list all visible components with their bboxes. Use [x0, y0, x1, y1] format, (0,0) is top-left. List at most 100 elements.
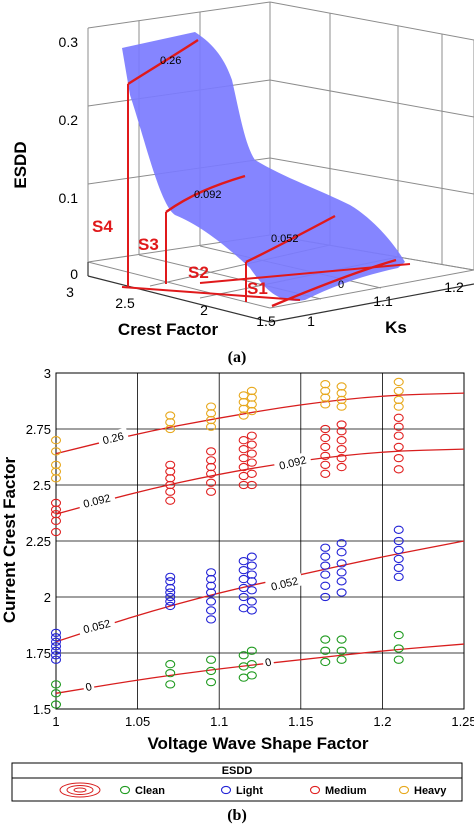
data-point-medium: [320, 460, 331, 469]
data-point-medium: [393, 465, 404, 474]
contour-label-bg: [265, 572, 304, 594]
data-point-clean: [50, 689, 62, 698]
data-point-clean: [393, 644, 404, 653]
x-tick: 3: [66, 284, 74, 300]
contour-label: 0: [84, 681, 93, 694]
x-tick-label: 1.25: [451, 714, 474, 729]
legend-marker-light: [220, 785, 232, 795]
data-point-light: [393, 525, 404, 534]
contour-line: [55, 643, 465, 694]
data-point-light: [165, 601, 176, 611]
x-tick-label: 1.15: [288, 714, 313, 729]
data-point-light: [246, 552, 257, 561]
data-point-light: [336, 548, 347, 557]
y-tick-label: 1.5: [33, 702, 51, 717]
data-point-medium: [246, 469, 257, 478]
data-point-light: [246, 606, 257, 615]
data-point-light: [320, 592, 331, 602]
data-point-medium: [246, 440, 257, 449]
z-tick: 0.3: [59, 34, 79, 50]
data-point-clean: [320, 657, 331, 667]
y-tick-label: 2.25: [26, 534, 51, 549]
data-point-medium: [393, 422, 404, 431]
data-point-medium: [238, 445, 249, 454]
data-point-clean: [205, 677, 217, 687]
y-tick-label: 2.75: [26, 422, 51, 437]
data-point-heavy: [165, 411, 176, 420]
data-point-light: [205, 606, 217, 615]
data-point-light: [320, 581, 331, 590]
data-point-light: [238, 592, 249, 602]
data-point-heavy: [50, 436, 62, 445]
data-point-light: [205, 615, 217, 624]
data-points: [50, 377, 404, 709]
data-point-light: [50, 655, 62, 664]
data-point-light: [246, 561, 257, 570]
data-point-medium: [238, 462, 249, 472]
data-point-heavy: [320, 380, 331, 389]
legend-marker-medium: [309, 785, 321, 795]
legend-marker-clean: [119, 785, 131, 795]
data-point-medium: [238, 453, 249, 463]
ks-tick: 1: [307, 313, 315, 329]
data-point-medium: [246, 458, 257, 467]
contour-label-bg: [77, 489, 116, 511]
legend-marker-heavy: [398, 785, 410, 795]
x-axis-label-b: Voltage Wave Shape Factor: [147, 734, 368, 753]
data-point-medium: [238, 480, 249, 490]
data-point-medium: [320, 442, 331, 452]
data-point-medium: [246, 431, 257, 440]
data-point-medium: [238, 436, 249, 445]
data-point-light: [50, 637, 62, 646]
data-point-medium: [50, 527, 62, 537]
y-tick-label: 1.75: [26, 646, 51, 661]
data-point-light: [50, 633, 62, 642]
data-point-medium: [205, 478, 217, 487]
data-point-light: [320, 561, 331, 570]
data-point-light: [393, 554, 404, 564]
esdd-surface: [122, 32, 405, 301]
data-point-medium: [320, 451, 331, 461]
y-tick-label: 3: [44, 366, 51, 381]
legend-label-medium: Medium: [325, 785, 367, 797]
data-point-clean: [336, 646, 347, 655]
data-point-clean: [320, 646, 331, 655]
data-point-medium: [50, 498, 62, 508]
data-point-light: [205, 568, 217, 577]
data-point-clean: [165, 680, 176, 689]
data-point-light: [165, 597, 176, 606]
ks-axis-label: Ks: [385, 318, 407, 337]
data-point-medium: [246, 480, 257, 490]
data-point-medium: [336, 462, 347, 472]
data-point-heavy: [50, 460, 62, 469]
x-ticks: 1 1.05 1.1 1.15 1.2 1.25: [52, 714, 474, 729]
region-label-s1: S1: [247, 279, 268, 298]
data-point-light: [246, 570, 257, 579]
data-point-medium: [320, 424, 331, 434]
data-point-clean: [393, 630, 404, 640]
x-tick-label: 1.1: [210, 714, 228, 729]
data-point-clean: [246, 646, 257, 655]
surface-contours: [127, 38, 397, 308]
region-drop-lines: [121, 84, 411, 302]
data-point-medium: [393, 413, 404, 422]
data-point-medium: [336, 436, 347, 445]
data-point-clean: [336, 655, 347, 664]
contour-label-bg: [273, 451, 312, 473]
data-point-light: [165, 592, 176, 602]
y-axis-label-b: Current Crest Factor: [0, 456, 19, 623]
data-point-light: [238, 565, 249, 575]
data-point-medium: [246, 449, 257, 458]
panel-a-caption: (a): [228, 349, 247, 366]
panel-b-caption: (b): [227, 807, 247, 824]
contour-label: 0.26: [102, 431, 126, 448]
data-point-light: [165, 572, 176, 581]
data-point-light: [336, 539, 347, 548]
data-point-heavy: [393, 395, 404, 405]
x-tick: 2.5: [115, 295, 135, 311]
data-point-clean: [205, 655, 217, 664]
data-point-heavy: [246, 386, 257, 396]
legend-box: [11, 762, 463, 802]
data-point-clean: [50, 680, 62, 689]
